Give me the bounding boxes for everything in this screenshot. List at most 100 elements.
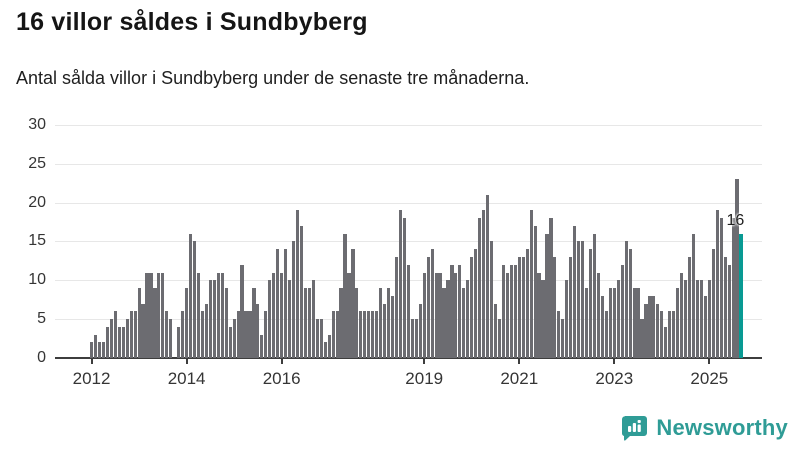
bar bbox=[256, 303, 260, 358]
bar bbox=[719, 218, 723, 358]
bar bbox=[450, 264, 454, 358]
bar bbox=[165, 311, 169, 358]
bar bbox=[577, 241, 581, 358]
bar bbox=[660, 311, 664, 358]
newsworthy-logo-icon bbox=[620, 413, 649, 442]
bar bbox=[93, 334, 98, 358]
y-axis-label: 20 bbox=[28, 193, 46, 211]
x-axis-label: 2019 bbox=[405, 369, 444, 388]
bar bbox=[648, 295, 652, 358]
bar bbox=[525, 249, 529, 358]
bar bbox=[680, 272, 684, 358]
bar bbox=[161, 272, 165, 358]
bar bbox=[121, 326, 125, 358]
bar bbox=[616, 280, 620, 358]
bar bbox=[200, 311, 205, 358]
bar bbox=[363, 311, 367, 358]
bar bbox=[371, 311, 375, 358]
bar bbox=[703, 295, 707, 358]
bar bbox=[489, 241, 494, 358]
bar bbox=[684, 280, 688, 358]
bar bbox=[153, 288, 157, 358]
bar bbox=[105, 326, 109, 358]
bar bbox=[264, 311, 268, 358]
bar bbox=[462, 288, 466, 358]
bar bbox=[470, 257, 474, 358]
bar bbox=[232, 319, 236, 358]
bar bbox=[355, 288, 359, 358]
bar bbox=[311, 280, 315, 358]
bar bbox=[379, 288, 383, 358]
x-axis-label: 2025 bbox=[690, 369, 729, 388]
bar bbox=[252, 288, 256, 358]
bar bbox=[430, 249, 434, 358]
bar bbox=[529, 210, 533, 358]
x-axis-tick bbox=[280, 359, 283, 364]
bar bbox=[517, 257, 521, 358]
bar bbox=[192, 241, 197, 358]
bar bbox=[101, 342, 106, 358]
bar bbox=[565, 280, 569, 358]
bar bbox=[208, 280, 212, 358]
bar bbox=[561, 319, 565, 358]
bar bbox=[735, 179, 739, 358]
bar bbox=[272, 272, 276, 358]
bar bbox=[414, 319, 418, 358]
y-axis-label: 30 bbox=[28, 115, 46, 133]
bar bbox=[672, 311, 676, 358]
bar bbox=[327, 334, 331, 358]
bar bbox=[628, 249, 632, 358]
bar bbox=[284, 249, 288, 358]
bar bbox=[537, 272, 541, 358]
bar bbox=[624, 241, 628, 358]
bar bbox=[149, 272, 153, 358]
bar bbox=[549, 218, 553, 358]
bar bbox=[260, 334, 264, 358]
x-axis-tick bbox=[90, 359, 93, 364]
bar bbox=[125, 319, 129, 358]
bar bbox=[707, 280, 711, 358]
bar bbox=[390, 295, 395, 358]
bar bbox=[691, 233, 696, 358]
bar bbox=[438, 272, 442, 358]
bar bbox=[573, 225, 577, 358]
newsworthy-brand-link[interactable]: Newsworthy bbox=[620, 413, 788, 442]
bar bbox=[196, 272, 201, 358]
bar bbox=[367, 311, 371, 358]
bar bbox=[315, 319, 319, 358]
bar bbox=[268, 280, 272, 358]
bar bbox=[339, 288, 343, 358]
bar bbox=[97, 342, 102, 358]
bar bbox=[652, 295, 656, 358]
bar bbox=[335, 311, 339, 358]
bar bbox=[109, 319, 113, 358]
bar bbox=[224, 288, 228, 358]
bar bbox=[113, 311, 117, 358]
bar bbox=[699, 280, 703, 358]
bar bbox=[189, 233, 193, 358]
x-axis-line bbox=[55, 357, 762, 359]
bar bbox=[608, 288, 612, 358]
bar bbox=[406, 264, 410, 358]
bar bbox=[588, 249, 593, 358]
bar bbox=[501, 264, 505, 358]
bar bbox=[513, 264, 517, 358]
bar bbox=[521, 257, 525, 358]
bar bbox=[394, 257, 399, 358]
y-axis-label: 10 bbox=[28, 271, 46, 289]
bar bbox=[668, 311, 672, 358]
bar bbox=[454, 272, 458, 358]
bar bbox=[541, 280, 545, 358]
bar bbox=[569, 257, 573, 358]
bar bbox=[181, 311, 185, 358]
bar bbox=[636, 288, 640, 358]
bar bbox=[288, 280, 292, 358]
bar bbox=[303, 288, 307, 358]
bar bbox=[474, 249, 478, 358]
bar bbox=[557, 311, 561, 358]
bar bbox=[711, 249, 715, 358]
bar bbox=[291, 241, 296, 358]
bar bbox=[216, 272, 220, 358]
bar bbox=[442, 288, 446, 358]
bar bbox=[228, 326, 232, 358]
